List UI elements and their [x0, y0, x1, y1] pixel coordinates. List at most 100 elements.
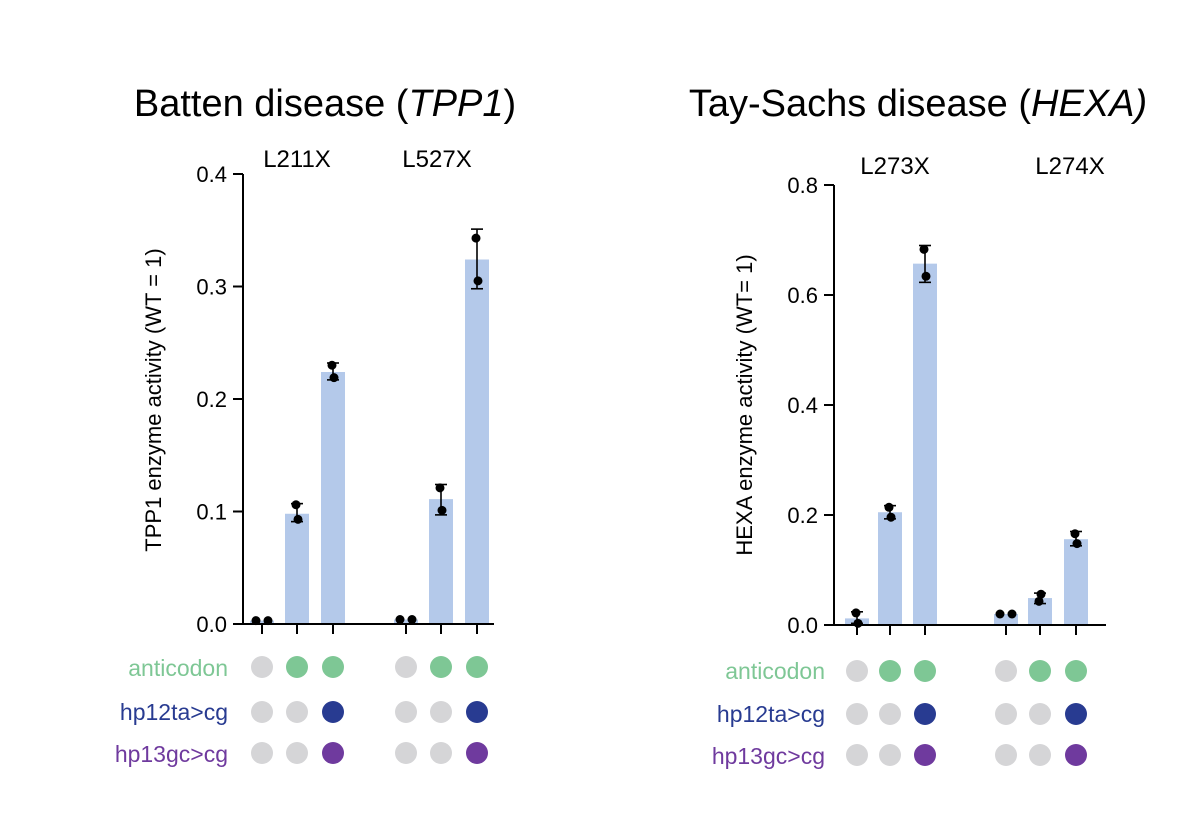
condition-dot — [466, 742, 488, 764]
condition-dot — [879, 703, 901, 725]
condition-dot — [1065, 744, 1087, 766]
y-axis: 0.0 0.1 0.2 0.3 0.4 — [196, 162, 243, 637]
condition-dot — [995, 703, 1017, 725]
y-tick-label: 0.0 — [787, 613, 818, 638]
data-point — [884, 502, 894, 512]
y-tick-label: 0.4 — [787, 393, 818, 418]
row-label-anticodon: anticodon — [725, 658, 825, 684]
data-point — [1036, 589, 1046, 599]
data-point — [329, 373, 339, 383]
row-label-hp13gc-cg: hp13gc>cg — [712, 743, 825, 769]
data-point — [291, 500, 301, 510]
data-point — [886, 512, 896, 522]
data-point — [919, 244, 929, 254]
y-tick-label: 0.2 — [787, 503, 818, 528]
group-label-l274x: L274X — [1035, 153, 1104, 180]
bar — [994, 614, 1018, 625]
y-tick-label: 0.2 — [196, 387, 227, 412]
condition-matrix: anticodon hp12ta>cg hp13gc>cg — [115, 655, 488, 767]
condition-dot — [395, 656, 417, 678]
data-point — [435, 483, 445, 493]
row-label-hp13gc-cg: hp13gc>cg — [115, 741, 228, 767]
data-point — [251, 616, 261, 626]
data-point — [327, 360, 337, 370]
y-tick-label: 0.3 — [196, 275, 227, 300]
row-label-hp12ta-cg: hp12ta>cg — [717, 701, 825, 727]
y-tick-label: 0.1 — [196, 500, 227, 525]
condition-dot — [995, 660, 1017, 682]
bar — [250, 620, 274, 624]
condition-dot — [879, 744, 901, 766]
data-point — [921, 271, 931, 281]
panel-title: Batten disease (TPP1) — [134, 83, 516, 125]
data-point — [995, 609, 1005, 619]
row-label-anticodon: anticodon — [128, 655, 228, 681]
condition-dot — [1029, 744, 1051, 766]
condition-dot — [430, 701, 452, 723]
bar — [465, 259, 489, 624]
condition-dot — [914, 660, 936, 682]
condition-matrix: anticodon hp12ta>cg hp13gc>cg — [712, 658, 1087, 769]
y-axis: 0.0 0.2 0.4 0.6 0.8 — [787, 173, 834, 638]
condition-dot — [286, 656, 308, 678]
condition-dot — [286, 701, 308, 723]
condition-dot — [430, 656, 452, 678]
condition-dot — [466, 701, 488, 723]
group-label-l527x: L527X — [402, 146, 471, 173]
condition-dot — [322, 656, 344, 678]
bar — [913, 263, 937, 625]
data-point — [851, 608, 861, 618]
data-point — [263, 616, 273, 626]
condition-dot — [322, 742, 344, 764]
y-axis-title: HEXA enzyme activity (WT= 1) — [732, 254, 757, 555]
y-axis-title: TPP1 enzyme activity (WT = 1) — [141, 248, 166, 551]
condition-dot — [846, 703, 868, 725]
condition-dot — [466, 656, 488, 678]
data-point — [1007, 609, 1017, 619]
condition-dot — [846, 660, 868, 682]
bar — [321, 372, 345, 624]
data-point — [293, 514, 303, 524]
condition-dot — [1065, 703, 1087, 725]
condition-dot — [286, 742, 308, 764]
data-point — [853, 618, 863, 628]
data-point — [473, 276, 483, 286]
panel-title: Tay-Sachs disease (HEXA) — [689, 83, 1147, 125]
data-point — [1072, 539, 1082, 549]
plot-area — [250, 228, 489, 634]
data-point — [437, 505, 447, 515]
data-point — [1034, 596, 1044, 606]
plot-area — [845, 244, 1088, 635]
bar — [878, 512, 902, 625]
y-tick-label: 0.8 — [787, 173, 818, 198]
data-point — [471, 233, 481, 243]
condition-dot — [430, 742, 452, 764]
batten-panel: Batten disease (TPP1) TPP1 enzyme activi… — [115, 83, 516, 767]
y-tick-label: 0.4 — [196, 162, 227, 187]
group-label-l273x: L273X — [860, 153, 929, 180]
condition-dot — [322, 701, 344, 723]
y-tick-label: 0.6 — [787, 283, 818, 308]
bar — [1064, 539, 1088, 625]
condition-dot — [251, 742, 273, 764]
bar — [429, 499, 453, 624]
condition-dot — [1029, 703, 1051, 725]
data-point — [407, 615, 417, 624]
condition-dot — [395, 742, 417, 764]
data-point — [395, 615, 405, 624]
condition-dot — [914, 703, 936, 725]
condition-dot — [395, 701, 417, 723]
condition-dot — [1029, 660, 1051, 682]
row-label-hp12ta-cg: hp12ta>cg — [120, 699, 228, 725]
group-label-l211x: L211X — [263, 146, 331, 173]
condition-dot — [879, 660, 901, 682]
condition-dot — [1065, 660, 1087, 682]
bar — [285, 513, 309, 624]
condition-dot — [251, 656, 273, 678]
condition-dot — [914, 744, 936, 766]
bar — [394, 619, 418, 624]
condition-dot — [251, 701, 273, 723]
condition-dot — [846, 744, 868, 766]
condition-dot — [995, 744, 1017, 766]
